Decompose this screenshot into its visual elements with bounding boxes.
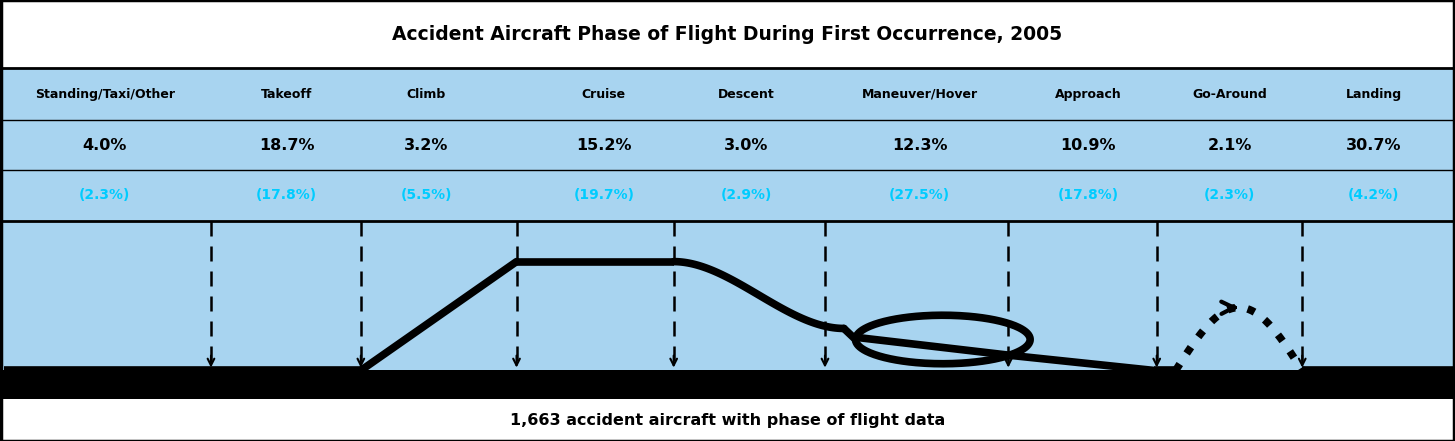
Text: (5.5%): (5.5%) xyxy=(400,188,453,202)
Text: Maneuver/Hover: Maneuver/Hover xyxy=(861,88,978,101)
Bar xyxy=(0,68,1455,220)
Text: Accident Aircraft Phase of Flight During First Occurrence, 2005: Accident Aircraft Phase of Flight During… xyxy=(393,25,1062,44)
Text: (2.3%): (2.3%) xyxy=(1203,188,1256,202)
Text: (2.3%): (2.3%) xyxy=(79,188,131,202)
Text: 2.1%: 2.1% xyxy=(1208,138,1251,153)
Bar xyxy=(0,399,1455,441)
Text: 12.3%: 12.3% xyxy=(892,138,947,153)
Text: Climb: Climb xyxy=(407,88,445,101)
Bar xyxy=(0,220,1455,370)
Text: 1,663 accident aircraft with phase of flight data: 1,663 accident aircraft with phase of fl… xyxy=(509,412,946,428)
Text: 3.2%: 3.2% xyxy=(404,138,448,153)
Text: Descent: Descent xyxy=(717,88,776,101)
Text: (4.2%): (4.2%) xyxy=(1347,188,1400,202)
Bar xyxy=(0,0,1455,68)
Text: (27.5%): (27.5%) xyxy=(889,188,950,202)
Text: Takeoff: Takeoff xyxy=(260,88,313,101)
Text: 30.7%: 30.7% xyxy=(1346,138,1401,153)
Text: Go-Around: Go-Around xyxy=(1192,88,1267,101)
Text: 4.0%: 4.0% xyxy=(83,138,127,153)
Text: Cruise: Cruise xyxy=(582,88,626,101)
Text: 10.9%: 10.9% xyxy=(1061,138,1116,153)
Text: (17.8%): (17.8%) xyxy=(256,188,317,202)
Text: Standing/Taxi/Other: Standing/Taxi/Other xyxy=(35,88,175,101)
Text: 3.0%: 3.0% xyxy=(725,138,768,153)
Text: 15.2%: 15.2% xyxy=(576,138,631,153)
Text: (19.7%): (19.7%) xyxy=(573,188,634,202)
Text: (17.8%): (17.8%) xyxy=(1058,188,1119,202)
Bar xyxy=(0,370,1455,399)
Text: 18.7%: 18.7% xyxy=(259,138,314,153)
Text: (2.9%): (2.9%) xyxy=(720,188,773,202)
Text: Approach: Approach xyxy=(1055,88,1122,101)
Text: Landing: Landing xyxy=(1346,88,1401,101)
